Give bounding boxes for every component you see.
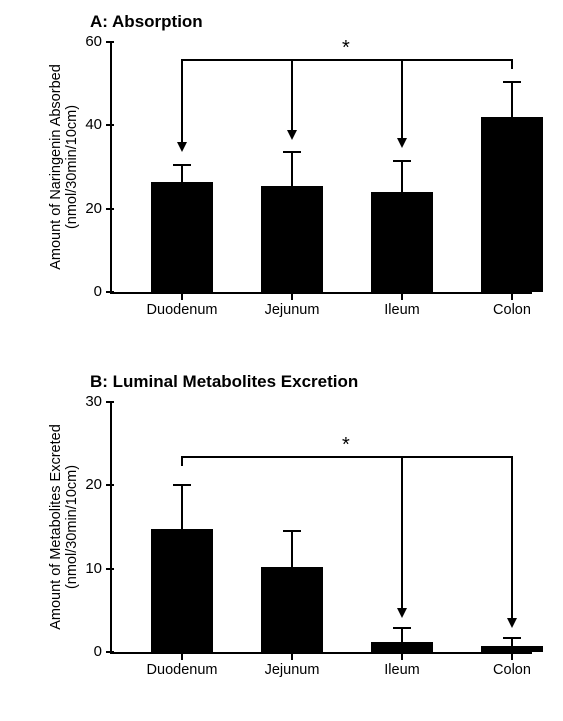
- error-stem: [511, 638, 513, 646]
- y-tick-mark: [106, 124, 114, 126]
- sig-arrow-line: [181, 59, 183, 145]
- x-category-label: Colon: [493, 302, 531, 318]
- y-tick-label: 30: [85, 393, 102, 410]
- x-category-label: Ileum: [384, 662, 419, 678]
- error-stem: [291, 531, 293, 567]
- sig-arrowhead: [397, 138, 407, 148]
- error-cap: [173, 484, 191, 486]
- y-tick-label: 60: [85, 33, 102, 50]
- bar: [151, 529, 213, 652]
- sig-arrowhead: [507, 618, 517, 628]
- bar: [371, 642, 433, 652]
- bar: [261, 567, 323, 652]
- panel-b-ylabel: Amount of Metabolites Excreted (nmol/30m…: [48, 402, 80, 652]
- error-cap: [283, 530, 301, 532]
- error-stem: [401, 628, 403, 642]
- y-tick-mark: [106, 484, 114, 486]
- y-tick-mark: [106, 41, 114, 43]
- sig-star: *: [342, 434, 350, 457]
- error-cap: [393, 627, 411, 629]
- sig-arrowhead: [287, 130, 297, 140]
- panel-a-plot: 0204060DuodenumJejunumIleumColon*: [110, 42, 532, 294]
- error-stem: [511, 82, 513, 117]
- panel-a-ylabel: Amount of Naringenin Absorbed (nmol/30mi…: [48, 42, 80, 292]
- x-category-label: Jejunum: [265, 302, 320, 318]
- x-tick-mark: [181, 292, 183, 300]
- bar: [151, 182, 213, 292]
- sig-star: *: [342, 37, 350, 60]
- x-tick-mark: [401, 652, 403, 660]
- x-tick-mark: [511, 652, 513, 660]
- y-tick-mark: [106, 291, 114, 293]
- panel-b-ylabel-line1: Amount of Metabolites Excreted: [48, 402, 64, 652]
- y-tick-mark: [106, 401, 114, 403]
- sig-arrow-line: [291, 59, 293, 132]
- error-cap: [283, 151, 301, 153]
- y-tick-label: 10: [85, 560, 102, 577]
- x-category-label: Jejunum: [265, 662, 320, 678]
- error-stem: [181, 165, 183, 182]
- y-tick-mark: [106, 651, 114, 653]
- bar: [371, 192, 433, 292]
- x-tick-mark: [291, 292, 293, 300]
- x-category-label: Colon: [493, 662, 531, 678]
- sig-arrow-line: [511, 456, 513, 620]
- bar: [481, 646, 543, 652]
- sig-horizontal: [182, 59, 512, 61]
- sig-source-stub: [511, 59, 513, 69]
- sig-arrow-line: [401, 59, 403, 141]
- sig-arrowhead: [177, 142, 187, 152]
- x-category-label: Ileum: [384, 302, 419, 318]
- error-cap: [503, 81, 521, 83]
- error-cap: [503, 637, 521, 639]
- x-category-label: Duodenum: [147, 302, 218, 318]
- x-tick-mark: [401, 292, 403, 300]
- x-category-label: Duodenum: [147, 662, 218, 678]
- y-tick-label: 0: [94, 283, 102, 300]
- sig-horizontal: [182, 456, 512, 458]
- y-tick-label: 20: [85, 200, 102, 217]
- bar: [481, 117, 543, 292]
- bar: [261, 186, 323, 292]
- error-stem: [401, 161, 403, 192]
- panel-b-title: B: Luminal Metabolites Excretion: [90, 372, 358, 392]
- sig-source-stub: [181, 456, 183, 466]
- y-tick-label: 40: [85, 116, 102, 133]
- error-stem: [291, 152, 293, 185]
- error-cap: [393, 160, 411, 162]
- y-tick-mark: [106, 568, 114, 570]
- y-tick-label: 20: [85, 476, 102, 493]
- sig-arrowhead: [397, 608, 407, 618]
- y-tick-mark: [106, 208, 114, 210]
- y-tick-label: 0: [94, 643, 102, 660]
- panel-b-plot: 0102030DuodenumJejunumIleumColon*: [110, 402, 532, 654]
- x-tick-mark: [291, 652, 293, 660]
- error-stem: [181, 485, 183, 528]
- panel-a-title: A: Absorption: [90, 12, 203, 32]
- panel-b-ylabel-line2: (nmol/30min/10cm): [64, 402, 80, 652]
- panel-a-ylabel-line2: (nmol/30min/10cm): [64, 42, 80, 292]
- error-cap: [173, 164, 191, 166]
- sig-arrow-line: [401, 456, 403, 610]
- panel-a-ylabel-line1: Amount of Naringenin Absorbed: [48, 42, 64, 292]
- x-tick-mark: [181, 652, 183, 660]
- x-tick-mark: [511, 292, 513, 300]
- page-root: A: Absorption 0204060DuodenumJejunumIleu…: [0, 0, 563, 721]
